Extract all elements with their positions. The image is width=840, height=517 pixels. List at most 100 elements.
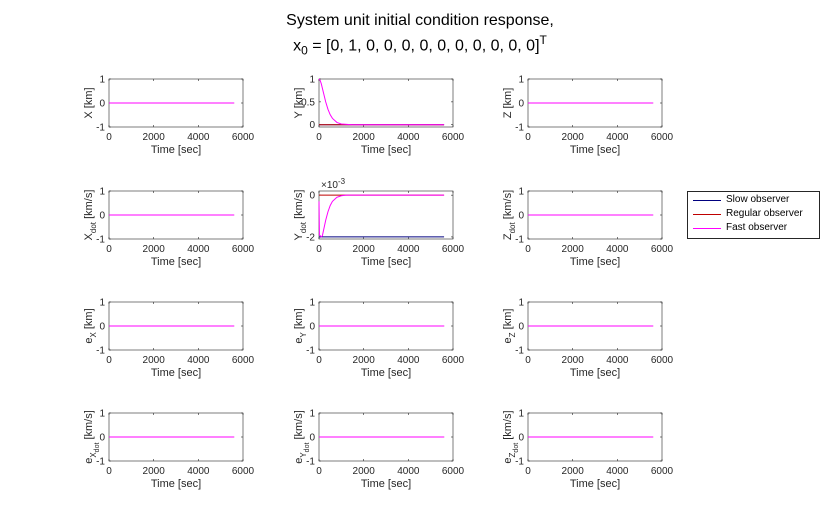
x-axis-label: Time [sec] [361, 367, 411, 379]
x-tick-label: 6000 [442, 466, 465, 477]
y-axis-label: Zdot [km/s] [502, 190, 517, 240]
x-axis-label: Time [sec] [361, 256, 411, 268]
x-tick-label: 4000 [606, 355, 629, 366]
y-label-main: e [83, 458, 95, 464]
x-tick-label: 4000 [397, 132, 420, 143]
legend-entry-fast: Fast observer [688, 221, 819, 235]
series-line-fast-observer [318, 78, 445, 126]
x-tick-label: 4000 [606, 466, 629, 477]
legend-swatch-fast [693, 228, 721, 229]
y-label-subsubscript: dot [304, 443, 311, 453]
y-label-main: e [502, 337, 514, 343]
y-label-subscript: dot [299, 221, 308, 233]
y-tick-label: 0 [99, 322, 105, 333]
axes-box [318, 78, 454, 128]
x-tick-label: 0 [525, 355, 531, 366]
y-label-unit: [km] [83, 308, 95, 332]
y-axis-label: eZdot [km/s] [502, 410, 520, 463]
chart-title-line1: System unit initial condition response, [286, 12, 554, 29]
x-tick-label: 6000 [232, 132, 255, 143]
x-axis-label: Time [sec] [570, 478, 620, 490]
y-tick-label: 1 [309, 75, 315, 86]
y-label-main: e [502, 457, 514, 463]
legend-swatch-slow [693, 200, 721, 201]
x-tick-label: 2000 [562, 132, 585, 143]
y-label-unit: [km/s] [502, 190, 514, 222]
y-tick-label: -1 [96, 235, 105, 246]
x-axis-label: Time [sec] [151, 367, 201, 379]
y-label-unit: [km/s] [293, 190, 305, 222]
y-tick-label: -1 [515, 346, 524, 357]
y-tick-label: 0.5 [301, 97, 315, 108]
y-tick-label: 1 [99, 187, 105, 198]
x-tick-label: 6000 [651, 132, 674, 143]
x-tick-label: 6000 [232, 244, 255, 255]
y-tick-label: 0 [99, 99, 105, 110]
y-axis-label: Z [km] [502, 88, 514, 119]
x-tick-label: 2000 [562, 355, 585, 366]
y-tick-label: 0 [309, 433, 315, 444]
x-tick-label: 2000 [143, 132, 166, 143]
x-tick-label: 4000 [187, 355, 210, 366]
x-tick-label: 2000 [562, 244, 585, 255]
legend-swatch-regular [693, 214, 721, 215]
x-tick-label: 6000 [651, 466, 674, 477]
y-tick-label: 1 [309, 298, 315, 309]
y-tick-label: 0 [99, 433, 105, 444]
x-tick-label: 0 [106, 132, 112, 143]
y-tick-label: 1 [518, 75, 524, 86]
series-line-fast-observer [318, 194, 445, 238]
y-label-subscript: dot [508, 221, 517, 233]
x-tick-label: 6000 [232, 355, 255, 366]
y-axis-multiplier: ×10-3 [321, 177, 346, 191]
y-tick-label: 0 [309, 120, 315, 131]
x-tick-label: 2000 [143, 466, 166, 477]
y-label-main: Z [502, 111, 514, 118]
x-tick-label: 6000 [232, 466, 255, 477]
x-tick-label: 4000 [606, 132, 629, 143]
x-tick-label: 6000 [442, 355, 465, 366]
y-axis-label: Ydot [km/s] [293, 190, 308, 241]
y-axis-label: eX [km] [83, 308, 98, 343]
y-label-subscript: Y [299, 332, 308, 338]
x-tick-label: 4000 [187, 244, 210, 255]
legend: Slow observer Regular observer Fast obse… [687, 191, 820, 239]
y-tick-label: 1 [99, 298, 105, 309]
x-tick-label: 0 [316, 244, 322, 255]
y-tick-label: -1 [515, 235, 524, 246]
x-axis-label: Time [sec] [570, 367, 620, 379]
y-tick-label: -1 [96, 123, 105, 134]
x-tick-label: 0 [316, 355, 322, 366]
x-tick-label: 2000 [353, 132, 376, 143]
x-tick-label: 0 [525, 244, 531, 255]
y-label-unit: [km/s] [83, 410, 95, 442]
x-tick-label: 0 [106, 466, 112, 477]
y-label-unit: [km/s] [83, 190, 95, 222]
multiplier-base: ×10 [321, 180, 338, 191]
y-tick-label: 1 [518, 298, 524, 309]
y-tick-label: 0 [518, 322, 524, 333]
x-tick-label: 4000 [397, 355, 420, 366]
y-label-subsubscript: dot [94, 443, 101, 453]
y-axis-label: Y [km] [293, 88, 305, 119]
x-tick-label: 2000 [353, 244, 376, 255]
title-x-symbol: x [293, 37, 302, 55]
y-tick-label: -1 [306, 346, 315, 357]
x-axis-label: Time [sec] [361, 144, 411, 156]
y-tick-label: 1 [518, 409, 524, 420]
y-label-main: X [83, 111, 95, 119]
x-tick-label: 0 [316, 466, 322, 477]
y-label-subscript: Y [299, 452, 308, 458]
y-tick-label: 0 [518, 433, 524, 444]
x-tick-label: 6000 [442, 132, 465, 143]
y-label-unit: [km/s] [293, 410, 305, 442]
x-tick-label: 4000 [397, 466, 420, 477]
y-label-unit: [km] [502, 88, 514, 112]
